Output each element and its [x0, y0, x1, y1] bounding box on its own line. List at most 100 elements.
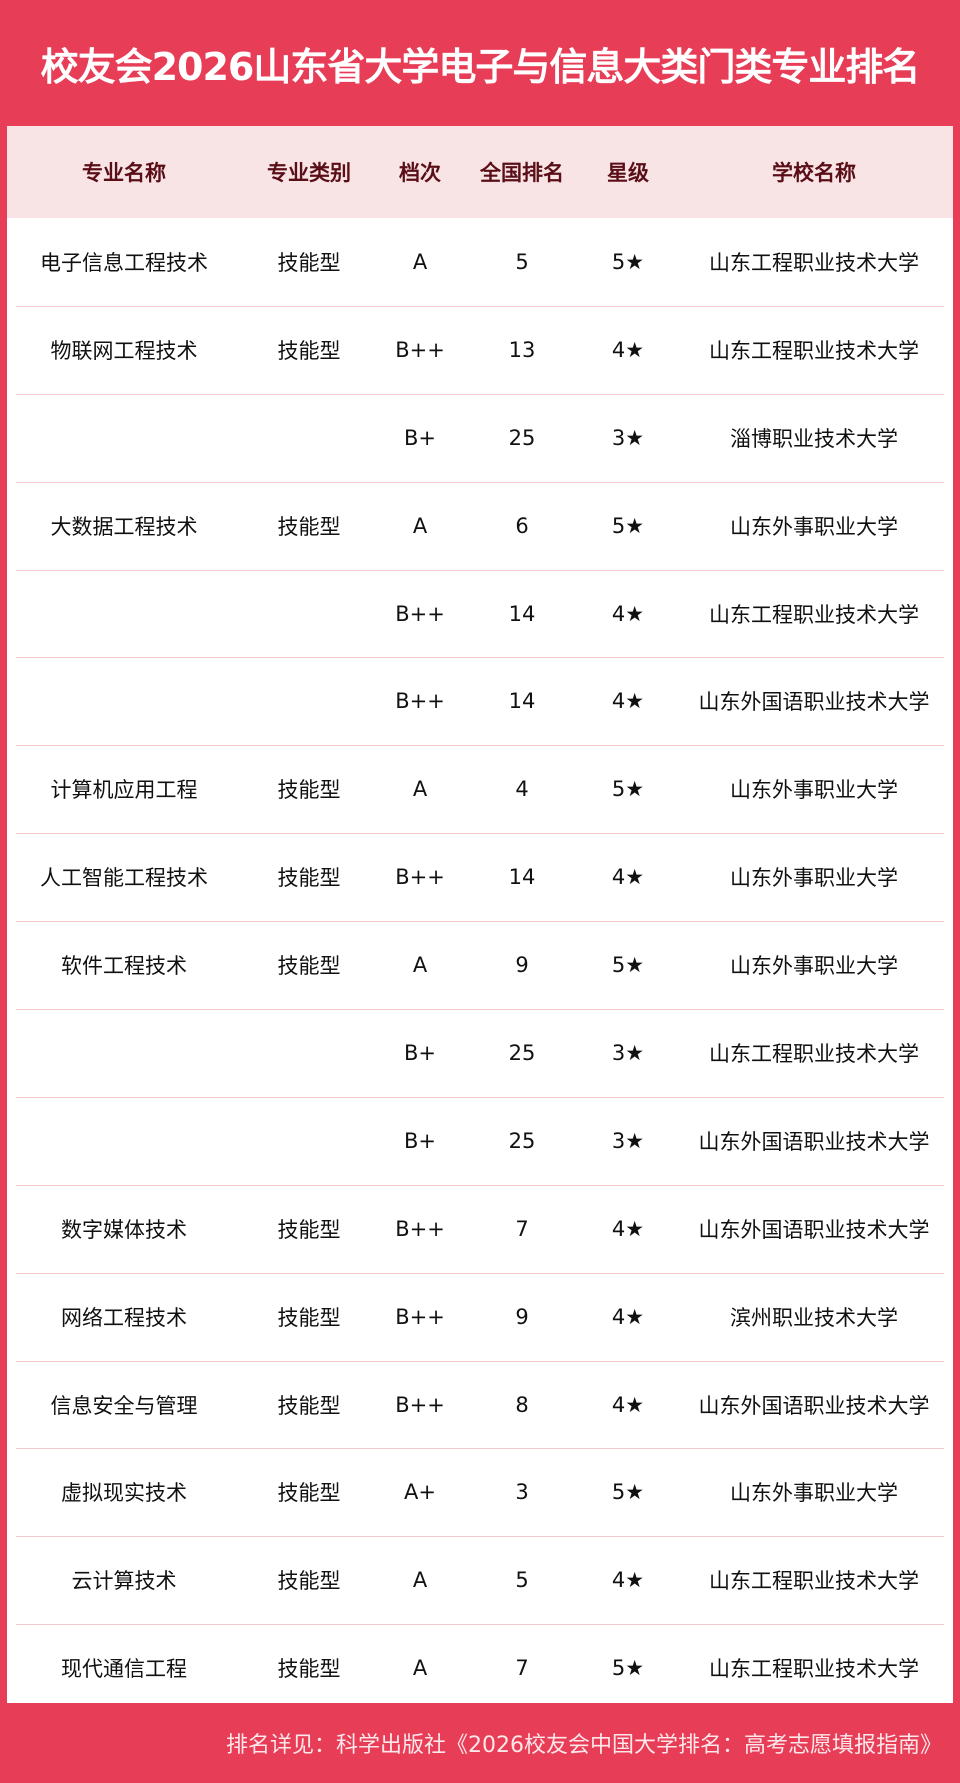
page-title: 校友会2026山东省大学电子与信息大类门类专业排名	[40, 44, 921, 89]
cell-school: 山东外国语职业技术大学	[698, 1217, 930, 1242]
table-row: B+ 25 3★ 山东外国语职业技术大学	[7, 1096, 953, 1185]
cell-major: 电子信息工程技术	[40, 250, 208, 275]
table-row: 大数据工程技术 技能型 A 6 5★ 山东外事职业大学	[7, 481, 953, 570]
table-row: 软件工程技术 技能型 A 9 5★ 山东外事职业大学	[7, 921, 953, 1009]
cell-national-rank: 14	[508, 865, 536, 890]
cell-school: 山东外事职业大学	[730, 954, 898, 979]
cell-grade: B++	[395, 1392, 445, 1417]
table-row: 网络工程技术 技能型 B++ 9 4★ 滨州职业技术大学	[7, 1272, 953, 1361]
cell-grade: B++	[395, 689, 445, 714]
cell-national-rank: 5	[515, 1568, 529, 1593]
cell-national-rank: 25	[508, 425, 536, 450]
cell-grade: A	[412, 777, 428, 802]
cell-grade: B+	[403, 1128, 436, 1153]
cell-grade: B+	[403, 425, 436, 450]
cell-grade: A	[412, 953, 428, 978]
cell-stars: 4★	[611, 337, 645, 362]
cell-stars: 5★	[611, 513, 645, 538]
cell-school: 山东工程职业技术大学	[709, 338, 919, 363]
cell-stars: 3★	[611, 1040, 645, 1065]
cell-category: 技能型	[277, 1569, 341, 1594]
cell-school: 山东外事职业大学	[730, 1481, 898, 1506]
cell-category: 技能型	[277, 866, 341, 891]
cell-grade: B++	[395, 865, 445, 890]
ranking-table: 专业名称 专业类别 档次 全国排名 星级 学校名称 电子信息工程技术 技能型 A 5 5…	[7, 126, 953, 1703]
cell-school: 滨州职业技术大学	[730, 1305, 898, 1330]
cell-major: 网络工程技术	[61, 1305, 187, 1330]
cell-school: 山东工程职业技术大学	[709, 1569, 919, 1594]
cell-grade: B++	[395, 337, 445, 362]
cell-school: 山东外事职业大学	[730, 778, 898, 803]
table-row: B+ 25 3★ 山东工程职业技术大学	[7, 1009, 953, 1097]
cell-school: 山东外事职业大学	[730, 514, 898, 539]
cell-category: 技能型	[277, 1481, 341, 1506]
cell-national-rank: 25	[508, 1040, 536, 1065]
column-header-grade: 档次	[399, 161, 441, 185]
cell-national-rank: 4	[515, 777, 529, 802]
cell-major: 软件工程技术	[61, 954, 187, 979]
cell-school: 山东工程职业技术大学	[709, 1657, 919, 1682]
cell-category: 技能型	[277, 514, 341, 539]
table-row: 计算机应用工程 技能型 A 4 5★ 山东外事职业大学	[7, 745, 953, 833]
cell-national-rank: 14	[508, 601, 536, 626]
cell-major: 数字媒体技术	[61, 1217, 187, 1242]
cell-stars: 3★	[611, 1128, 645, 1153]
table-row: 虚拟现实技术 技能型 A+ 3 5★ 山东外事职业大学	[7, 1448, 953, 1536]
cell-stars: 5★	[611, 1656, 645, 1681]
cell-national-rank: 3	[515, 1480, 529, 1505]
cell-major: 虚拟现实技术	[61, 1481, 187, 1506]
cell-national-rank: 7	[515, 1656, 529, 1681]
cell-stars: 5★	[611, 953, 645, 978]
cell-grade: A	[412, 1656, 428, 1681]
cell-national-rank: 14	[508, 689, 536, 714]
cell-category: 技能型	[277, 1305, 341, 1330]
cell-stars: 4★	[611, 1568, 645, 1593]
cell-category: 技能型	[277, 778, 341, 803]
cell-stars: 4★	[611, 689, 645, 714]
cell-major: 计算机应用工程	[50, 778, 198, 803]
cell-grade: B++	[395, 1304, 445, 1329]
cell-stars: 5★	[611, 249, 645, 274]
cell-national-rank: 13	[508, 337, 536, 362]
cell-grade: B+	[403, 1040, 436, 1065]
table-row: 云计算技术 技能型 A 5 4★ 山东工程职业技术大学	[7, 1536, 953, 1624]
cell-school: 山东外国语职业技术大学	[698, 1129, 930, 1154]
cell-grade: A	[412, 249, 428, 274]
cell-stars: 5★	[611, 777, 645, 802]
cell-national-rank: 25	[508, 1128, 536, 1153]
cell-school: 山东外事职业大学	[730, 866, 898, 891]
cell-national-rank: 9	[515, 1304, 529, 1329]
cell-category: 技能型	[277, 338, 341, 363]
column-header-major: 专业名称	[82, 161, 166, 185]
source-note: 排名详见：科学出版社《2026校友会中国大学排名：高考志愿填报指南》	[226, 1733, 942, 1758]
cell-school: 山东外国语职业技术大学	[698, 690, 930, 715]
cell-school: 淄博职业技术大学	[730, 426, 898, 451]
cell-major: 人工智能工程技术	[40, 866, 208, 891]
table-row: 电子信息工程技术 技能型 A 5 5★ 山东工程职业技术大学	[7, 218, 953, 306]
cell-school: 山东工程职业技术大学	[709, 250, 919, 275]
table-header: 专业名称 专业类别 档次 全国排名 星级 学校名称	[7, 126, 953, 218]
table-row: 物联网工程技术 技能型 B++ 13 4★ 山东工程职业技术大学	[7, 305, 953, 394]
cell-grade: A	[412, 513, 428, 538]
cell-grade: A+	[404, 1480, 436, 1505]
column-header-stars: 星级	[607, 161, 649, 185]
cell-national-rank: 5	[515, 249, 529, 274]
table-body: 电子信息工程技术 技能型 A 5 5★ 山东工程职业技术大学 物联网工程技术 技能型 B++ 13…	[7, 218, 953, 1712]
table-row: B++ 14 4★ 山东工程职业技术大学	[7, 569, 953, 658]
cell-stars: 4★	[611, 1216, 645, 1241]
table-row: 人工智能工程技术 技能型 B++ 14 4★ 山东外事职业大学	[7, 833, 953, 921]
cell-national-rank: 6	[515, 513, 529, 538]
cell-grade: A	[412, 1568, 428, 1593]
cell-major: 现代通信工程	[61, 1657, 187, 1682]
cell-school: 山东工程职业技术大学	[709, 602, 919, 627]
cell-major: 云计算技术	[71, 1569, 177, 1594]
table-row: 信息安全与管理 技能型 B++ 8 4★ 山东外国语职业技术大学	[7, 1360, 953, 1449]
cell-stars: 4★	[611, 865, 645, 890]
cell-category: 技能型	[277, 250, 341, 275]
table-row: B++ 14 4★ 山东外国语职业技术大学	[7, 657, 953, 745]
footer: 排名详见：科学出版社《2026校友会中国大学排名：高考志愿填报指南》	[0, 1703, 960, 1783]
cell-school: 山东工程职业技术大学	[709, 1041, 919, 1066]
cell-major: 大数据工程技术	[50, 514, 198, 539]
cell-category: 技能型	[277, 1217, 341, 1242]
cell-stars: 3★	[611, 425, 645, 450]
